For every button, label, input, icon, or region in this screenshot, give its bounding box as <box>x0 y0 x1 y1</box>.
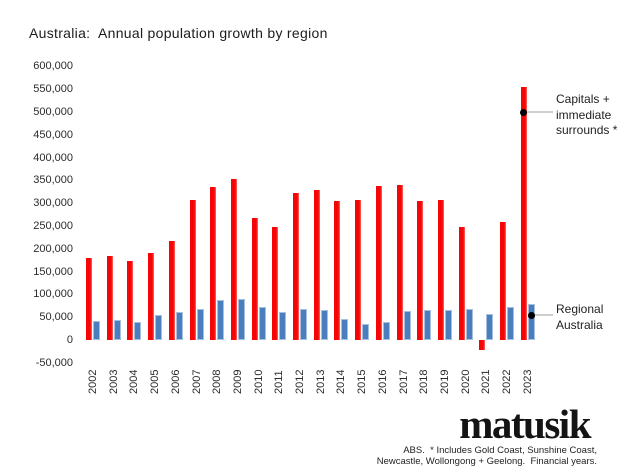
bar-capitals-2005 <box>148 252 155 340</box>
bar-regional-2019 <box>444 309 452 340</box>
x-tick-label: 2021 <box>480 369 493 394</box>
x-tick-label: 2006 <box>169 369 182 394</box>
annotation-regional-line2: Australia <box>556 317 603 332</box>
x-tick-label: 2004 <box>128 369 141 394</box>
y-tick-label: 50,000 <box>39 311 73 324</box>
capitals-leader-line <box>527 111 553 113</box>
bar-capitals-2015 <box>355 200 362 340</box>
bar-regional-2002 <box>93 320 100 340</box>
x-tick-label: 2002 <box>87 369 99 394</box>
bar-regional-2013 <box>320 309 328 340</box>
x-tick-label: 2012 <box>294 369 306 394</box>
annotation-capitals: Capitals + immediate surrounds * <box>556 92 617 139</box>
bar-capitals-2014 <box>334 200 341 340</box>
bar-capitals-2016 <box>375 186 382 340</box>
chart-title: Australia: Annual population growth by r… <box>29 25 328 41</box>
x-tick-label: 2013 <box>314 369 327 394</box>
bar-regional-2005 <box>155 314 163 340</box>
bar-capitals-2018 <box>417 200 424 340</box>
bar-regional-2006 <box>175 312 183 340</box>
bar-capitals-2011 <box>272 226 279 340</box>
bar-capitals-2022 <box>500 221 506 340</box>
bar-regional-2016 <box>382 322 390 340</box>
bar-capitals-2017 <box>396 185 403 340</box>
x-tick-label: 2016 <box>376 369 389 394</box>
regional-anchor-dot <box>527 311 535 319</box>
bar-regional-2015 <box>362 324 370 340</box>
bar-capitals-2023 <box>520 86 527 340</box>
y-tick-label: 0 <box>66 334 73 346</box>
bar-capitals-2004 <box>127 261 134 340</box>
y-tick-label: 150,000 <box>33 265 73 278</box>
bar-capitals-2006 <box>168 241 175 340</box>
annotation-regional-line1: Regional <box>556 302 604 316</box>
bar-capitals-2003 <box>106 255 113 340</box>
x-tick-label: 2020 <box>459 369 472 394</box>
matusik-logo: matusik <box>459 401 591 447</box>
x-tick-label: 2022 <box>501 369 513 394</box>
y-tick-label: 500,000 <box>33 106 73 118</box>
bar-regional-2008 <box>217 299 225 340</box>
x-tick-label: 2015 <box>356 369 369 394</box>
y-tick-label: 400,000 <box>33 151 73 164</box>
bar-regional-2003 <box>113 319 121 340</box>
bar-capitals-2010 <box>251 218 258 340</box>
x-tick-label: 2003 <box>107 369 120 394</box>
x-tick-label: 2014 <box>335 369 348 394</box>
annotation-capitals-line2: immediate <box>556 107 612 122</box>
source-note: ABS. * Includes Gold Coast, Sunshine Coa… <box>376 445 597 467</box>
bar-regional-2012 <box>300 308 307 340</box>
bar-regional-2009 <box>237 298 245 340</box>
annotation-regional: Regional Australia <box>556 302 603 333</box>
y-tick-label: 600,000 <box>33 60 73 73</box>
y-tick-label: 100,000 <box>33 288 73 301</box>
y-tick-label: 250,000 <box>33 220 73 232</box>
bar-regional-2017 <box>403 310 411 340</box>
y-tick-label: 350,000 <box>33 174 73 187</box>
bar-regional-2023 <box>527 304 535 340</box>
bar-regional-2004 <box>134 321 142 340</box>
bar-capitals-2007 <box>189 199 196 340</box>
bar-regional-2007 <box>196 308 204 340</box>
source-note-line1: ABS. * Includes Gold Coast, Sunshine Coa… <box>403 445 597 456</box>
bar-regional-2014 <box>341 319 349 340</box>
capitals-anchor-dot <box>520 108 527 116</box>
bar-capitals-2021 <box>479 340 486 351</box>
bar-capitals-2002 <box>86 257 92 340</box>
bar-capitals-2019 <box>437 200 444 340</box>
bar-regional-2010 <box>258 306 266 340</box>
y-tick-label: 450,000 <box>33 128 73 141</box>
x-tick-label: 2023 <box>521 369 534 394</box>
bar-capitals-2012 <box>293 192 299 340</box>
bar-capitals-2020 <box>458 226 465 340</box>
x-tick-label: 2007 <box>190 369 203 394</box>
y-tick-label: -50,000 <box>35 356 73 369</box>
bar-capitals-2013 <box>313 189 320 340</box>
regional-leader-line <box>535 314 553 316</box>
y-tick-label: 200,000 <box>33 242 73 255</box>
source-note-line2: Newcastle, Wollongong + Geelong. Financi… <box>376 455 597 467</box>
annotation-capitals-line1: Capitals + <box>556 92 610 106</box>
bar-regional-2011 <box>279 311 287 340</box>
x-tick-label: 2019 <box>438 369 451 394</box>
x-tick-label: 2017 <box>397 369 410 394</box>
x-tick-label: 2011 <box>273 370 286 394</box>
x-tick-label: 2005 <box>149 369 162 394</box>
bar-regional-2020 <box>465 309 473 340</box>
bar-capitals-2009 <box>230 179 237 340</box>
x-tick-label: 2010 <box>252 369 265 394</box>
y-tick-label: 550,000 <box>33 83 73 96</box>
annotation-capitals-line3: surrounds * <box>556 123 618 137</box>
bar-regional-2022 <box>507 306 514 340</box>
x-tick-label: 2008 <box>211 369 224 394</box>
y-tick-label: 300,000 <box>33 197 73 210</box>
bar-regional-2021 <box>486 313 494 340</box>
x-tick-label: 2018 <box>418 369 431 394</box>
bar-capitals-2008 <box>210 187 217 340</box>
bar-regional-2018 <box>424 309 432 340</box>
x-tick-label: 2009 <box>231 369 244 394</box>
